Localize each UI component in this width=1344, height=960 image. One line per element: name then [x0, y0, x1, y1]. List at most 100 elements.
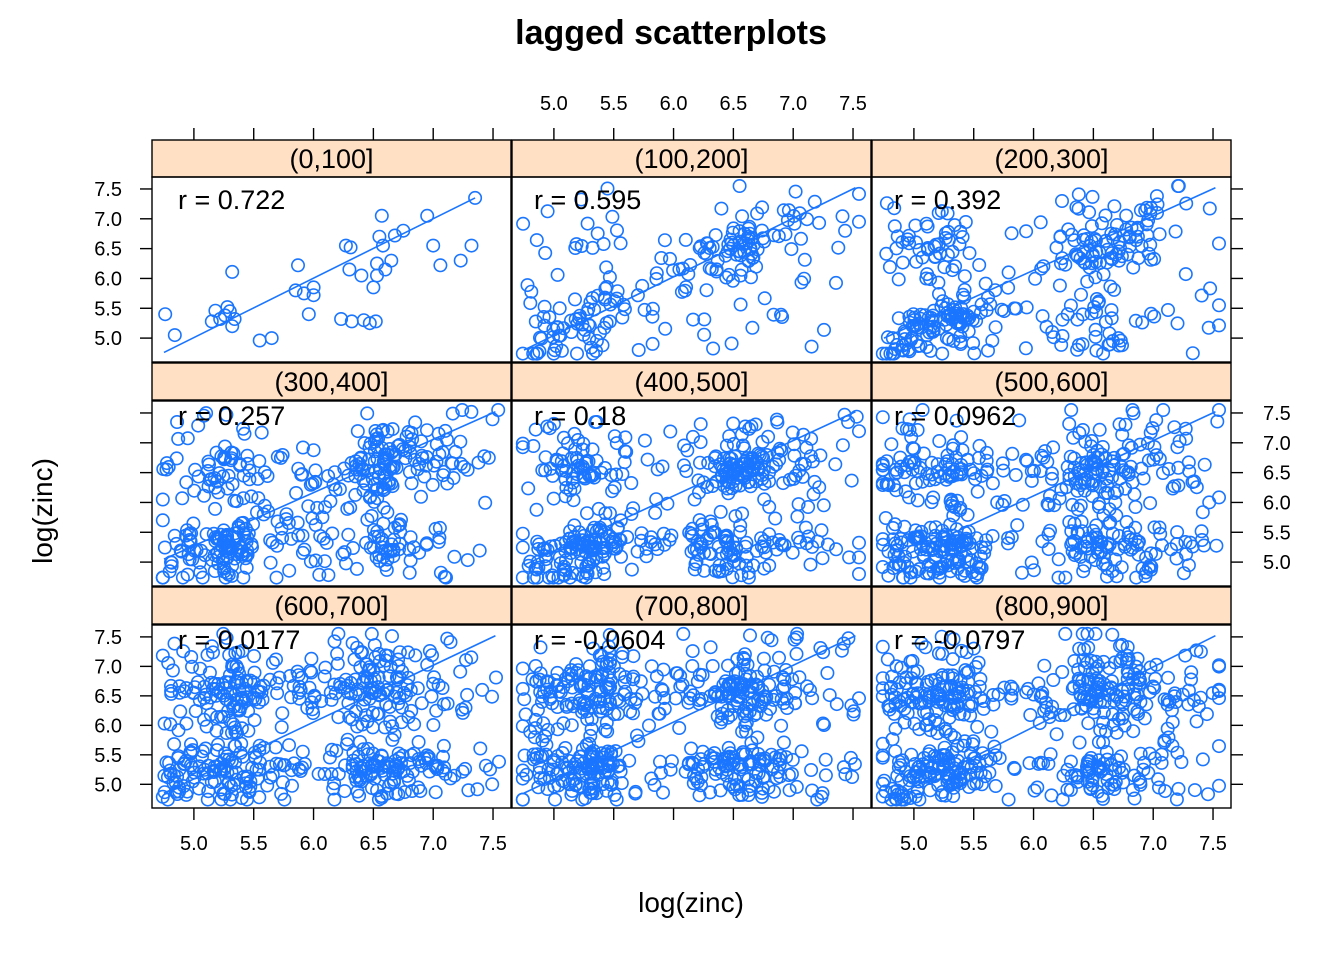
data-point — [171, 749, 186, 764]
data-point — [719, 546, 734, 561]
data-point — [741, 565, 756, 580]
data-point — [1181, 455, 1196, 470]
data-point — [275, 706, 290, 721]
data-point — [985, 528, 1000, 543]
data-point — [322, 750, 337, 765]
data-point — [284, 778, 299, 793]
data-point — [1094, 447, 1109, 462]
data-point — [190, 675, 205, 690]
data-point — [585, 468, 600, 483]
data-point — [652, 754, 667, 769]
data-point — [406, 540, 421, 555]
data-point — [550, 665, 565, 680]
data-point — [820, 537, 835, 552]
data-point — [295, 440, 310, 455]
data-point — [238, 776, 253, 791]
data-point — [732, 757, 747, 772]
data-point — [1107, 282, 1122, 297]
data-point — [413, 784, 428, 799]
data-point — [430, 761, 445, 776]
data-point — [720, 710, 735, 725]
data-point — [1084, 433, 1099, 448]
data-point — [1189, 714, 1204, 729]
data-point — [559, 697, 574, 712]
data-point — [208, 501, 223, 516]
data-point — [415, 451, 430, 466]
data-point — [1083, 780, 1098, 795]
data-point — [601, 681, 616, 696]
data-point — [609, 792, 624, 807]
data-point — [946, 333, 961, 348]
data-point — [318, 660, 333, 675]
data-point — [1115, 427, 1130, 442]
data-point — [341, 678, 356, 693]
data-point — [380, 756, 395, 771]
data-point — [326, 477, 341, 492]
data-point — [1184, 665, 1199, 680]
data-point — [371, 792, 386, 807]
data-point — [739, 724, 754, 739]
data-point — [360, 512, 375, 527]
data-point — [417, 469, 432, 484]
data-point — [687, 562, 702, 577]
data-point — [685, 658, 700, 673]
data-point — [455, 764, 470, 779]
data-point — [225, 477, 240, 492]
data-point — [391, 696, 406, 711]
data-point — [613, 236, 628, 251]
data-point — [912, 562, 927, 577]
data-point — [270, 686, 285, 701]
data-point — [846, 704, 861, 719]
data-point — [1115, 447, 1130, 462]
data-point — [426, 717, 441, 732]
data-point — [254, 425, 269, 440]
data-point — [1161, 730, 1176, 745]
x-tick-label: 7.5 — [1199, 833, 1227, 855]
data-point — [530, 702, 545, 717]
data-point — [1202, 201, 1217, 216]
data-point — [350, 640, 365, 655]
data-point — [1128, 499, 1143, 514]
data-point — [185, 552, 200, 567]
data-point — [771, 650, 786, 665]
scatter-panel: (300,400] r = 0.257 — [140, 362, 512, 587]
data-point — [888, 721, 903, 736]
data-point — [304, 665, 319, 680]
data-point — [742, 464, 757, 479]
data-point — [1070, 768, 1085, 783]
data-point — [766, 784, 781, 799]
data-point — [883, 680, 898, 695]
data-point — [1051, 570, 1066, 585]
data-point — [851, 566, 866, 581]
data-point — [613, 549, 628, 564]
data-point — [172, 685, 187, 700]
data-point — [647, 777, 662, 792]
panel-strip — [151, 139, 512, 178]
data-point — [1167, 686, 1182, 701]
data-point — [805, 539, 820, 554]
data-point — [979, 453, 994, 468]
data-point — [954, 535, 969, 550]
fit-line — [163, 634, 496, 794]
panel-strip-label: (400,500] — [634, 367, 748, 397]
data-point — [910, 493, 925, 508]
data-point — [537, 685, 552, 700]
data-point — [349, 561, 364, 576]
data-point — [835, 209, 850, 224]
data-point — [1212, 318, 1227, 333]
data-point — [633, 674, 648, 689]
data-point — [1105, 470, 1120, 485]
data-point — [943, 492, 958, 507]
data-point — [185, 760, 200, 775]
data-point — [545, 762, 560, 777]
data-point — [455, 402, 470, 417]
data-point — [875, 736, 890, 751]
data-point — [1035, 309, 1050, 324]
data-point — [634, 526, 649, 541]
y-tick-label: 6.5 — [94, 686, 122, 708]
data-point — [776, 735, 791, 750]
data-point — [426, 238, 441, 253]
data-point — [590, 226, 605, 241]
data-point — [401, 645, 416, 660]
data-point — [1144, 306, 1159, 321]
